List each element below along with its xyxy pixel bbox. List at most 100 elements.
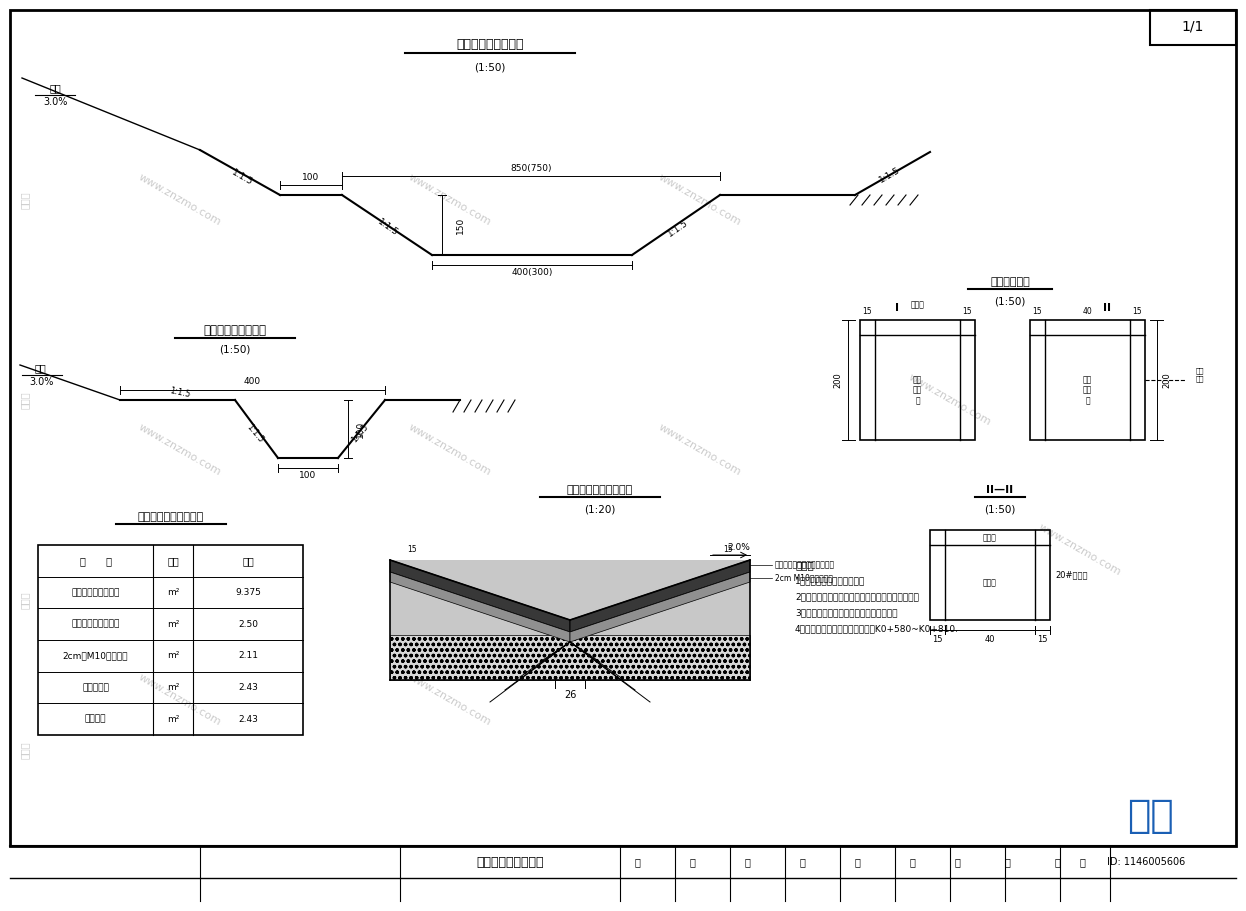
Text: www.znzmo.com: www.znzmo.com bbox=[407, 423, 493, 477]
Text: 知束风: 知束风 bbox=[20, 742, 30, 759]
Bar bbox=[930, 530, 1050, 620]
Text: 审: 审 bbox=[854, 857, 860, 867]
Text: 比: 比 bbox=[954, 857, 959, 867]
Polygon shape bbox=[390, 560, 750, 680]
Text: 知束风: 知束风 bbox=[20, 591, 30, 609]
Text: 1:1.5: 1:1.5 bbox=[667, 218, 690, 239]
Text: 1:1.5: 1:1.5 bbox=[877, 166, 902, 185]
Text: 3.0%: 3.0% bbox=[30, 377, 54, 387]
Text: 2.11: 2.11 bbox=[238, 651, 258, 660]
Text: 2.50: 2.50 bbox=[238, 619, 258, 629]
Text: II: II bbox=[1104, 303, 1111, 313]
Text: www.znzmo.com: www.znzmo.com bbox=[407, 672, 493, 728]
Text: 15: 15 bbox=[1037, 636, 1048, 644]
Text: www.znzmo.com: www.znzmo.com bbox=[1037, 522, 1123, 578]
Polygon shape bbox=[569, 560, 750, 632]
Polygon shape bbox=[390, 572, 569, 642]
Text: 4、图（一）中括号内数字适用于K0+580~K0+810.: 4、图（一）中括号内数字适用于K0+580~K0+810. bbox=[795, 624, 959, 633]
Text: 2cm厚M10砂浆抹面: 2cm厚M10砂浆抹面 bbox=[62, 651, 128, 660]
Text: 9.375: 9.375 bbox=[235, 588, 260, 597]
Text: 砂垫层: 砂垫层 bbox=[983, 578, 997, 587]
Text: 中央
分隔
带: 中央 分隔 带 bbox=[913, 375, 922, 404]
Text: (1:50): (1:50) bbox=[984, 505, 1015, 515]
Text: 1:1.5: 1:1.5 bbox=[229, 169, 254, 188]
Text: 15: 15 bbox=[1033, 308, 1043, 316]
Text: 中央分隔带防水构造图: 中央分隔带防水构造图 bbox=[567, 485, 633, 495]
Text: 20#水泥砼: 20#水泥砼 bbox=[1055, 570, 1088, 579]
Text: 路基路面排水设计图: 路基路面排水设计图 bbox=[476, 855, 543, 868]
Text: 1:1.5: 1:1.5 bbox=[376, 218, 400, 239]
Text: 1/1: 1/1 bbox=[1181, 20, 1204, 34]
Text: 例: 例 bbox=[1004, 857, 1011, 867]
Text: 200: 200 bbox=[1163, 372, 1171, 388]
Text: 知末: 知末 bbox=[1126, 797, 1174, 835]
Bar bbox=[860, 320, 976, 440]
Text: www.znzmo.com: www.znzmo.com bbox=[657, 423, 743, 477]
Text: 3、中央分隔带内排全封闭防渗参水构造。: 3、中央分隔带内排全封闭防渗参水构造。 bbox=[795, 608, 897, 617]
Text: 100: 100 bbox=[355, 420, 365, 437]
Text: m²: m² bbox=[167, 714, 179, 723]
Text: www.znzmo.com: www.znzmo.com bbox=[407, 172, 493, 228]
Bar bbox=[37, 545, 303, 735]
Text: 防渗土工布: 防渗土工布 bbox=[82, 683, 108, 692]
Text: 沥青混凝土面层、铺筑土工布: 沥青混凝土面层、铺筑土工布 bbox=[775, 560, 835, 569]
Polygon shape bbox=[569, 572, 750, 642]
Text: 850(750): 850(750) bbox=[511, 163, 552, 172]
Text: 15: 15 bbox=[862, 308, 872, 316]
Text: 40: 40 bbox=[984, 636, 996, 644]
Text: m²: m² bbox=[167, 651, 179, 660]
Text: 碎石层: 碎石层 bbox=[983, 533, 997, 542]
Text: 1:1.5: 1:1.5 bbox=[350, 422, 370, 444]
Text: 1:1.5: 1:1.5 bbox=[168, 386, 192, 400]
Text: 2.0%: 2.0% bbox=[728, 544, 750, 552]
Text: (1:50): (1:50) bbox=[475, 63, 506, 73]
Text: 400(300): 400(300) bbox=[511, 268, 553, 277]
Text: 开口宽: 开口宽 bbox=[911, 301, 925, 310]
Text: 排水沟设计图（一）: 排水沟设计图（一） bbox=[456, 38, 523, 52]
Text: 附注：: 附注： bbox=[795, 560, 814, 570]
Text: www.znzmo.com: www.znzmo.com bbox=[657, 172, 743, 228]
Text: 3.0%: 3.0% bbox=[42, 97, 67, 107]
Text: 排水沟设计图（二）: 排水沟设计图（二） bbox=[203, 323, 267, 336]
Text: 超高段排水口: 超高段排水口 bbox=[991, 277, 1030, 287]
Text: 排水沟设计图（二）: 排水沟设计图（二） bbox=[71, 619, 120, 629]
Text: 每延米排水工程数量表: 每延米排水工程数量表 bbox=[137, 512, 203, 522]
Text: 图: 图 bbox=[1054, 857, 1060, 867]
Text: 复: 复 bbox=[744, 857, 750, 867]
Text: www.znzmo.com: www.znzmo.com bbox=[137, 423, 223, 477]
Text: 15: 15 bbox=[407, 546, 417, 555]
Text: I: I bbox=[896, 303, 900, 313]
Text: (1:20): (1:20) bbox=[584, 505, 616, 515]
Text: 中央
分隔
带: 中央 分隔 带 bbox=[1083, 375, 1093, 404]
Text: ID: 1146005606: ID: 1146005606 bbox=[1106, 857, 1185, 867]
Text: 核: 核 bbox=[910, 857, 915, 867]
Text: 号: 号 bbox=[1079, 857, 1085, 867]
Text: 碎石盲沟: 碎石盲沟 bbox=[85, 714, 106, 723]
Text: 核: 核 bbox=[799, 857, 805, 867]
Text: 40: 40 bbox=[1083, 308, 1093, 316]
Polygon shape bbox=[390, 635, 750, 680]
Text: 项      目: 项 目 bbox=[80, 556, 111, 566]
Text: 15: 15 bbox=[963, 308, 972, 316]
Text: 路肩: 路肩 bbox=[49, 83, 61, 93]
Bar bbox=[1150, 10, 1236, 45]
Text: 知束风: 知束风 bbox=[20, 391, 30, 409]
Text: 设: 设 bbox=[634, 857, 640, 867]
Text: www.znzmo.com: www.znzmo.com bbox=[137, 672, 223, 728]
Text: 200: 200 bbox=[834, 372, 842, 388]
Text: 1:1.5: 1:1.5 bbox=[244, 422, 265, 444]
Text: 100: 100 bbox=[299, 472, 316, 480]
Text: 数量: 数量 bbox=[242, 556, 254, 566]
Text: 150: 150 bbox=[456, 217, 465, 233]
Text: 2cm M10砂浆找平面: 2cm M10砂浆找平面 bbox=[775, 574, 834, 582]
Text: 2、图（一）和图（二）适用桩号见排水沟设计表。: 2、图（一）和图（二）适用桩号见排水沟设计表。 bbox=[795, 592, 918, 601]
Polygon shape bbox=[390, 560, 569, 632]
Text: 排水沟设计图（一）: 排水沟设计图（一） bbox=[71, 588, 120, 597]
Text: 26: 26 bbox=[563, 690, 576, 700]
Text: II—II: II—II bbox=[987, 485, 1013, 495]
Text: 2.43: 2.43 bbox=[238, 683, 258, 692]
Text: 15: 15 bbox=[932, 636, 943, 644]
Text: www.znzmo.com: www.znzmo.com bbox=[137, 172, 223, 228]
Text: 2.43: 2.43 bbox=[238, 714, 258, 723]
Text: 1、本图尺寸均以厘米设计。: 1、本图尺寸均以厘米设计。 bbox=[795, 576, 865, 585]
